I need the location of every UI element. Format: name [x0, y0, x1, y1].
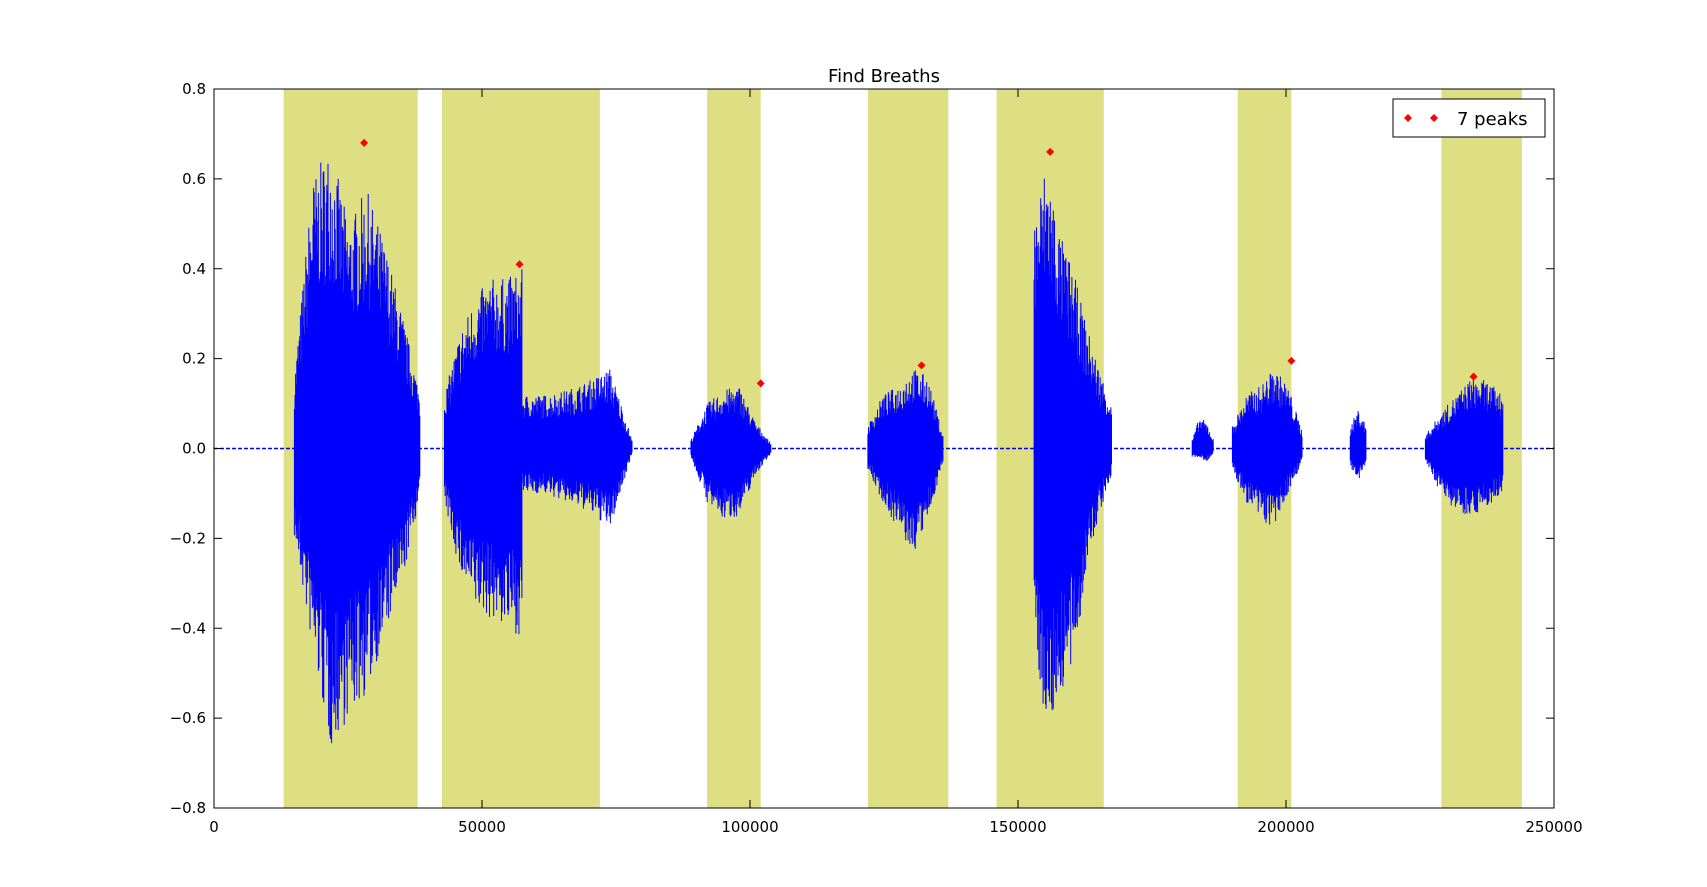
peak-marker — [1469, 372, 1478, 381]
peak-markers — [360, 138, 1478, 388]
signal-segment — [1191, 419, 1214, 461]
peak-marker — [1046, 147, 1055, 156]
legend: 7 peaks — [1392, 98, 1546, 138]
peak-marker — [917, 361, 926, 370]
legend-peak-markers-icon — [1404, 114, 1438, 122]
x-tick-label: 250000 — [1525, 818, 1582, 836]
x-tick-label: 200000 — [1257, 818, 1314, 836]
peak-marker — [756, 379, 765, 388]
y-tick-label: −0.4 — [170, 619, 206, 637]
legend-marker — [1404, 114, 1412, 122]
chart-title: Find Breaths — [828, 66, 940, 87]
x-tick-label: 100000 — [721, 818, 778, 836]
signal-segment — [444, 269, 523, 635]
signal-segment — [690, 388, 772, 518]
peak-marker — [1287, 356, 1296, 365]
y-tick-label: 0.2 — [182, 350, 206, 368]
y-tick-label: 0.6 — [182, 170, 206, 188]
y-tick-label: −0.8 — [170, 799, 206, 817]
y-tick-label: 0.4 — [182, 260, 206, 278]
waveform-signal — [214, 162, 1554, 744]
x-tick-label: 0 — [209, 818, 219, 836]
x-tick-label: 150000 — [989, 818, 1046, 836]
y-tick-label: −0.6 — [170, 709, 206, 727]
legend-box — [1392, 98, 1546, 138]
signal-segment — [521, 369, 633, 524]
x-tick-label: 50000 — [458, 818, 506, 836]
signal-segment — [1033, 178, 1112, 711]
y-tick-label: 0.8 — [182, 80, 206, 98]
legend-marker — [1430, 114, 1438, 122]
signal-segment — [1349, 411, 1367, 479]
axis-ticks: 0 50000 100000 150000 200000 250000 0.8 0.6 0.4 0… — [170, 80, 1583, 836]
y-tick-label: −0.2 — [170, 529, 206, 547]
signal-segment — [293, 162, 421, 744]
peak-marker — [515, 260, 524, 269]
signal-segment — [1231, 373, 1303, 525]
y-tick-label: 0.0 — [182, 440, 206, 458]
signal-segment — [867, 370, 944, 549]
peak-marker — [360, 138, 369, 147]
legend-label: 7 peaks — [1457, 109, 1528, 130]
signal-segment — [1424, 378, 1504, 514]
